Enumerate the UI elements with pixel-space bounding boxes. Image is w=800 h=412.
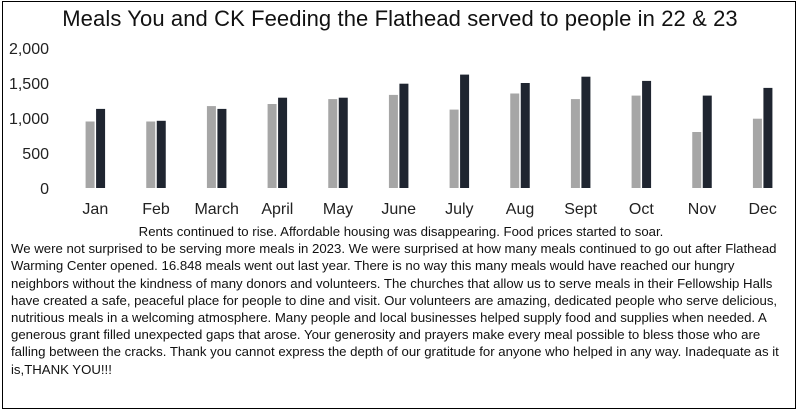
bar-june-series-2 [399, 83, 409, 188]
x-tick-label: Dec [748, 201, 776, 218]
bar-jan-series-1 [85, 121, 95, 188]
bar-chart: 0 500 1,000 1,500 2,000 Jan Feb March April May Ju… [9, 41, 777, 218]
bar-june-series-1 [388, 94, 398, 188]
bar-dec-series-2 [763, 87, 773, 188]
bar-may-series-1 [328, 99, 338, 188]
narrative-body: We were not surprised to be serving more… [11, 241, 779, 377]
x-tick-label: Feb [142, 201, 170, 218]
bar-april-series-1 [267, 104, 277, 188]
bar-feb-series-1 [146, 121, 156, 188]
x-tick-label: April [261, 201, 293, 218]
x-tick-label: May [323, 201, 353, 218]
y-tick-label: 0 [40, 181, 49, 198]
bar-nov-series-1 [692, 132, 702, 188]
bar-july-series-1 [449, 109, 459, 188]
bar-nov-series-2 [702, 95, 712, 188]
bar-sept-series-2 [581, 76, 591, 188]
x-tick-label: Jan [82, 201, 108, 218]
y-tick-label: 500 [22, 146, 49, 163]
bar-oct-series-1 [631, 95, 641, 188]
chart-title: Meals You and CK Feeding the Flathead se… [62, 6, 738, 31]
bar-july-series-2 [460, 74, 470, 188]
x-tick-label: June [381, 201, 416, 218]
x-tick-label: Sept [564, 201, 597, 218]
x-tick-label: July [445, 201, 473, 218]
bar-may-series-2 [338, 97, 348, 188]
x-tick-label: Nov [688, 201, 716, 218]
bar-sept-series-1 [570, 99, 580, 188]
bar-feb-series-2 [156, 120, 166, 188]
narrative-lead: Rents continued to rise. Affordable hous… [138, 224, 664, 239]
narrative-text: Rents continued to rise. Affordable hous… [11, 223, 791, 378]
y-tick-label: 1,000 [9, 111, 49, 128]
x-tick-label: March [194, 201, 238, 218]
bar-aug-series-2 [520, 83, 530, 188]
x-tick-label: Aug [506, 201, 534, 218]
bar-oct-series-2 [642, 80, 652, 188]
y-tick-label: 1,500 [9, 76, 49, 93]
bar-jan-series-2 [96, 108, 106, 188]
x-tick-label: Oct [629, 201, 654, 218]
bar-march-series-1 [206, 106, 216, 188]
y-tick-label: 2,000 [9, 41, 49, 58]
bar-aug-series-1 [510, 93, 520, 188]
bar-march-series-2 [217, 108, 227, 188]
bar-dec-series-1 [752, 118, 762, 188]
bar-april-series-2 [278, 97, 288, 188]
